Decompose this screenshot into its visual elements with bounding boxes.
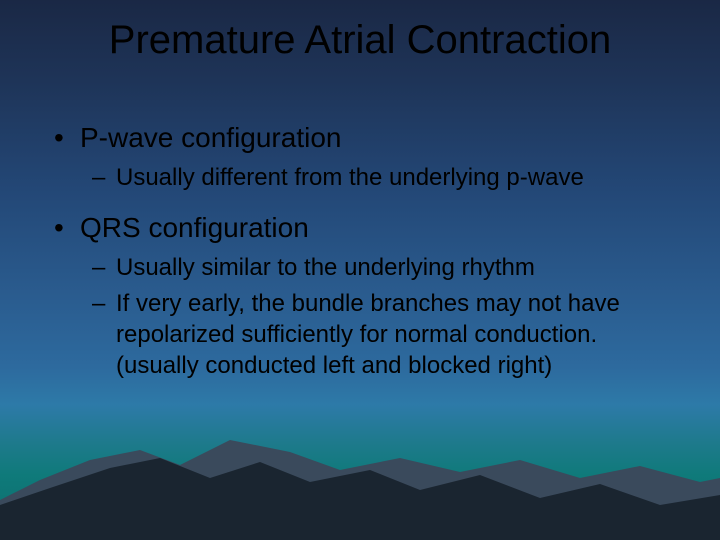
slide-title: Premature Atrial Contraction <box>0 18 720 63</box>
bullet-text: Usually similar to the underlying rhythm <box>116 254 535 281</box>
bullet-item: Usually similar to the underlying rhythm <box>52 253 680 284</box>
mountain-decoration <box>0 410 720 540</box>
mountain-back <box>0 440 720 540</box>
slide-content: P-wave configuration Usually different f… <box>52 120 680 388</box>
bullet-item: If very early, the bundle branches may n… <box>52 289 680 381</box>
bullet-text: If very early, the bundle branches may n… <box>116 290 620 378</box>
bullet-item: QRS configuration <box>52 210 680 245</box>
mountain-front <box>0 458 720 540</box>
bullet-item: Usually different from the underlying p-… <box>52 163 680 194</box>
slide: Premature Atrial Contraction P-wave conf… <box>0 0 720 540</box>
bullet-text: Usually different from the underlying p-… <box>116 164 584 191</box>
spacer <box>52 200 680 210</box>
bullet-item: P-wave configuration <box>52 120 680 155</box>
bullet-text: P-wave configuration <box>80 122 341 153</box>
bullet-text: QRS configuration <box>80 212 309 243</box>
